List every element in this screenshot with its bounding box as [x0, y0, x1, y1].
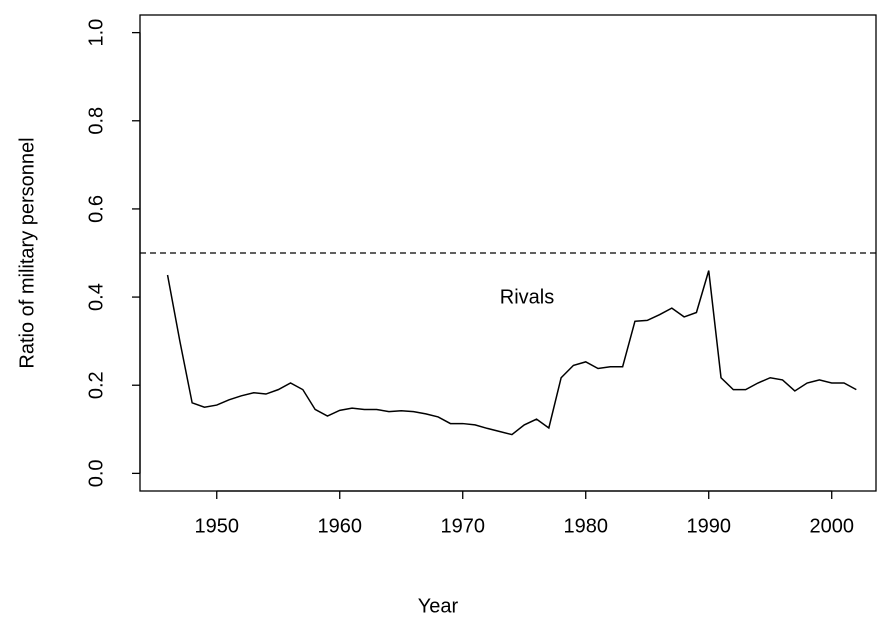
x-tick-label: 1970 — [440, 515, 485, 537]
x-tick-label: 1960 — [317, 515, 362, 537]
x-tick-label: 2000 — [809, 515, 854, 537]
y-tick-label: 0.6 — [85, 195, 107, 223]
y-tick-label: 0.8 — [85, 107, 107, 135]
y-tick-label: 0.4 — [85, 283, 107, 311]
y-tick-label: 0.2 — [85, 371, 107, 399]
line — [166, 270, 857, 436]
y-axis-label: Ratio of military personnel — [16, 137, 38, 368]
x-tick-label: 1990 — [686, 515, 731, 537]
y-tick-label: 0.0 — [85, 459, 107, 487]
y-tick-label: 1.0 — [85, 19, 107, 47]
x-axis-label: Year — [418, 595, 459, 617]
x-tick-label: 1980 — [563, 515, 608, 537]
x-tick-label: 1950 — [194, 515, 239, 537]
annotation: Rivals — [500, 286, 554, 308]
